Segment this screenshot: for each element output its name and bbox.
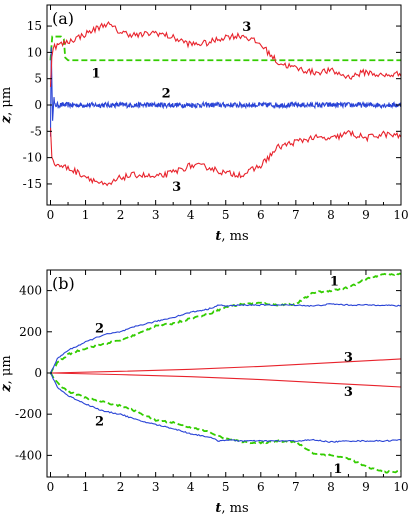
- curve-label: 2: [95, 322, 104, 337]
- plot-area: [49, 272, 401, 474]
- x-tick-label: 5: [222, 480, 230, 494]
- curve-label: 3: [172, 180, 181, 195]
- x-tick-label: 0: [47, 480, 55, 494]
- x-tick-label: 4: [187, 208, 195, 222]
- y-tick-label: 200: [19, 325, 42, 339]
- series-1-line: [49, 372, 401, 474]
- panel-label: (a): [52, 9, 74, 28]
- series-2-line: [49, 303, 401, 374]
- series-3-line: [50, 358, 401, 374]
- x-tick-label: 6: [257, 208, 265, 222]
- x-tick-label: 2: [117, 208, 125, 222]
- x-tick-label: 4: [187, 480, 195, 494]
- y-tick-label: -10: [23, 151, 42, 165]
- series-2-line: [50, 372, 401, 443]
- curve-label: 2: [162, 86, 171, 101]
- x-tick-label: 9: [362, 480, 370, 494]
- x-tick-label: 1: [82, 480, 90, 494]
- y-axis-label: z, μm: [0, 87, 14, 124]
- x-tick-label: 9: [362, 208, 370, 222]
- y-tick-label: 0: [34, 366, 42, 380]
- x-tick-label: 3: [152, 208, 160, 222]
- x-tick-label: 3: [152, 480, 160, 494]
- x-tick-label: 7: [292, 208, 300, 222]
- curve-label: 1: [330, 274, 339, 289]
- y-tick-label: -400: [15, 448, 42, 462]
- y-tick-label: 15: [27, 19, 42, 33]
- y-tick-label: 0: [34, 98, 42, 112]
- axes-frame: [46, 269, 402, 478]
- y-tick-label: 5: [34, 72, 42, 86]
- panel-label: (b): [52, 274, 75, 293]
- series-3-line: [50, 372, 401, 388]
- x-tick-label: 10: [393, 208, 408, 222]
- plot-area: [49, 20, 401, 187]
- x-tick-label: 8: [327, 208, 335, 222]
- x-tick-label: 1: [82, 208, 90, 222]
- curve-label: 1: [333, 462, 342, 477]
- panel-b-chart: 0 1 2 3 4 5 6 7 8 9 10 -400 -200 0 200 400 t, ms z, μm (b)…: [0, 269, 409, 516]
- curve-label: 1: [92, 66, 101, 81]
- curve-label: 2: [95, 414, 104, 429]
- x-tick-label: 5: [222, 208, 230, 222]
- curve-label: 3: [344, 351, 353, 366]
- curve-label: 3: [344, 385, 353, 400]
- x-tick-label: 7: [292, 480, 300, 494]
- x-tick-label: 8: [327, 480, 335, 494]
- y-tick-label: 400: [19, 284, 42, 298]
- y-tick-label: -15: [23, 177, 42, 191]
- series-3-line: [49, 127, 401, 187]
- x-axis-label: t, ms: [215, 229, 248, 244]
- series-1-line: [49, 35, 401, 62]
- y-axis-label: z, μm: [0, 355, 14, 392]
- x-tick-label: 6: [257, 480, 265, 494]
- x-tick-label: 10: [393, 480, 408, 494]
- x-tick-label: 2: [117, 480, 125, 494]
- y-tick-label: -5: [30, 124, 42, 138]
- x-axis-label: t, ms: [215, 501, 248, 516]
- curve-label: 3: [242, 20, 251, 35]
- x-tick-label: 0: [47, 208, 55, 222]
- series-2-line: [49, 47, 401, 137]
- y-tick-label: -200: [15, 407, 42, 421]
- series-3-line: [49, 20, 401, 87]
- y-tick-label: 10: [27, 45, 42, 59]
